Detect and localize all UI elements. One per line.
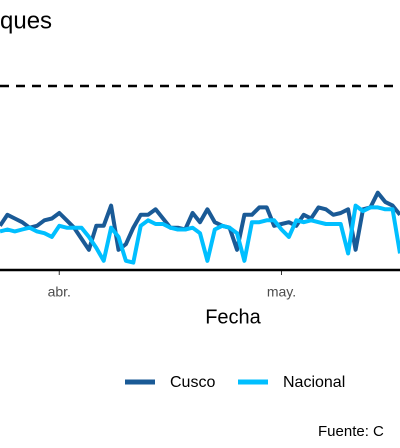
chart-title: ques [0,7,52,34]
caption: Fuente: C [318,423,384,440]
x-axis-title: Fecha [205,306,261,328]
legend-label: Cusco [170,374,215,391]
series-line [0,203,400,265]
x-tick-label: abr. [48,284,71,300]
series-line [0,190,400,252]
legend-label: Nacional [283,374,345,391]
x-tick-label: may. [267,284,296,300]
